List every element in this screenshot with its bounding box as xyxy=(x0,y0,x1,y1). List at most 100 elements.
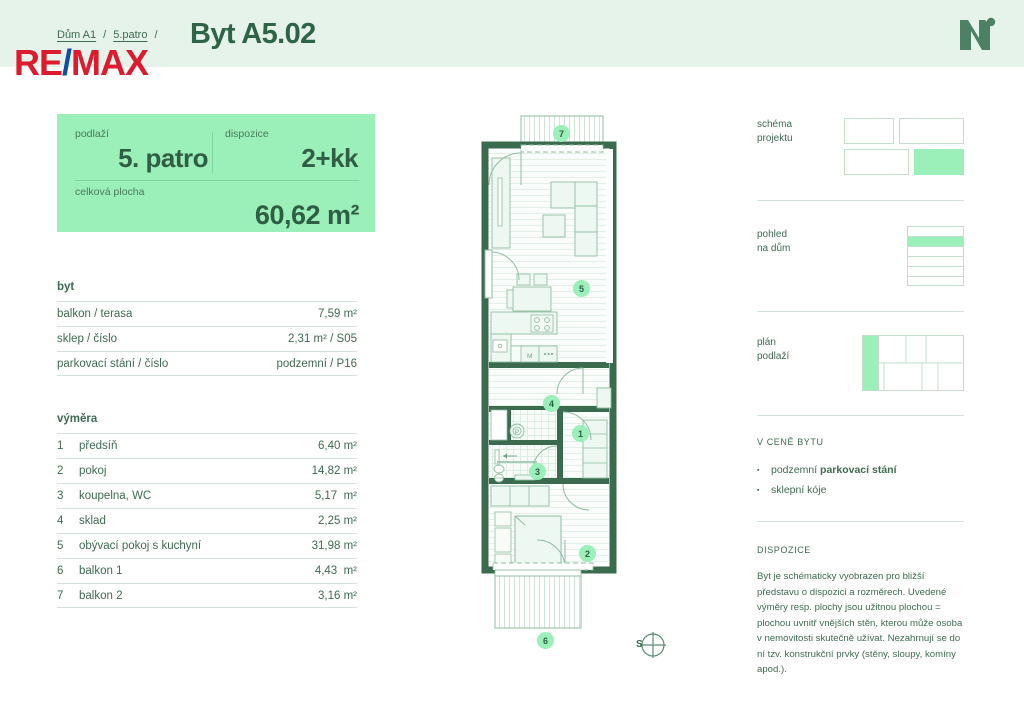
summary-layout-value: 2+kk xyxy=(301,143,358,173)
row-value: 6,40 m² xyxy=(318,440,357,452)
row-number: 2 xyxy=(57,465,64,477)
scheme-label-line2: projektu xyxy=(757,132,793,144)
row-label: obývací pokoj s kuchyní xyxy=(79,540,202,552)
developer-logo-icon xyxy=(958,17,996,56)
area-table: výměra 1 předsíň 6,40 m² 2 pokoj 14,82 m² 3 kou… xyxy=(57,413,357,608)
table-row: 1 předsíň 6,40 m² xyxy=(57,433,357,458)
included-list: podzemní parkovací stánísklepní kóje xyxy=(757,461,964,501)
scheme-block-2[interactable] xyxy=(899,118,964,144)
breadcrumb-separator-1: / xyxy=(103,29,107,41)
row-value: 2,31 m² / S05 xyxy=(287,333,357,345)
remax-logo-max: MAX xyxy=(71,42,149,83)
summary-floor: podlaží 5. patro xyxy=(75,128,209,174)
unit-table-body: balkon / terasa 7,59 m² sklep / číslo 2,31 … xyxy=(57,301,357,376)
summary-floor-value: 5. patro xyxy=(118,143,208,173)
scheme-block-3[interactable] xyxy=(844,149,909,175)
row-number: 3 xyxy=(57,490,64,502)
header-band xyxy=(0,0,1024,67)
row-number: 1 xyxy=(57,440,64,452)
row-number: 5 xyxy=(57,540,64,552)
row-value: 4,43 m² xyxy=(314,565,357,577)
row-label: předsíň xyxy=(79,440,118,452)
summary-total-label: celková plocha xyxy=(75,186,145,198)
row-number: 6 xyxy=(57,565,64,577)
row-label: balkon 1 xyxy=(79,565,123,577)
scheme-label-line1: schéma xyxy=(757,119,793,130)
row-label: pokoj xyxy=(79,465,107,477)
unit-table: byt balkon / terasa 7,59 m² sklep / číslo 2… xyxy=(57,281,357,376)
elevation-floor-row[interactable] xyxy=(907,236,964,246)
row-label: sklad xyxy=(79,515,106,527)
breadcrumb: Dům A1 / 5.patro / xyxy=(57,29,165,41)
elevation-floor-row[interactable] xyxy=(907,246,964,256)
table-row: 3 koupelna, WC 5,17 m² xyxy=(57,483,357,508)
area-table-body: 1 předsíň 6,40 m² 2 pokoj 14,82 m² 3 koupelna, … xyxy=(57,433,357,608)
summary-vertical-divider xyxy=(212,132,213,174)
row-value: 31,98 m² xyxy=(311,540,357,552)
table-row: 7 balkon 2 3,16 m² xyxy=(57,583,357,608)
breadcrumb-house[interactable]: Dům A1 xyxy=(57,29,97,41)
scheme-diagram xyxy=(757,118,964,180)
disposition-body: Byt je schématicky vyobrazen pro bližší … xyxy=(757,571,963,676)
summary-layout: dispozice 2+kk xyxy=(225,128,359,174)
disposition-heading: DISPOZICE xyxy=(757,545,811,555)
included-section: V CENĚ BYTU podzemní parkovací stánískle… xyxy=(757,437,964,501)
table-row: 6 balkon 1 4,43 m² xyxy=(57,558,357,583)
elevation-floor-row[interactable] xyxy=(907,256,964,266)
room-badge: 6 xyxy=(537,632,554,649)
room-badge: 7 xyxy=(553,125,570,142)
row-label: sklep / číslo xyxy=(57,333,118,345)
disposition-section: DISPOZICE Byt je schématicky vyobrazen p… xyxy=(757,545,964,678)
remax-logo: RE/MAX xyxy=(14,42,149,83)
breadcrumb-floor[interactable]: 5.patro xyxy=(113,29,148,41)
area-table-heading: výměra xyxy=(57,413,98,425)
summary-floor-label: podlaží xyxy=(75,128,109,140)
table-row: balkon / terasa 7,59 m² xyxy=(57,301,357,326)
svg-text:P: P xyxy=(515,430,519,436)
summary-total-area: celková plocha 60,62 m² xyxy=(75,186,360,231)
row-number: 4 xyxy=(57,515,64,527)
room-badge: 2 xyxy=(579,545,596,562)
remax-logo-slash: / xyxy=(62,42,72,83)
room-badge: 5 xyxy=(573,280,590,297)
divider-elevation xyxy=(757,311,964,312)
elevation-label-line1: pohled xyxy=(757,229,788,240)
table-row: sklep / číslo 2,31 m² / S05 xyxy=(57,326,357,351)
elevation-label: pohled na dům xyxy=(757,228,790,255)
scheme-label: schéma projektu xyxy=(757,118,793,145)
summary-total-value: 60,62 m² xyxy=(254,200,360,230)
compass-north-label: S xyxy=(636,639,643,650)
divider-included xyxy=(757,521,964,522)
room-badge: 3 xyxy=(529,463,546,480)
table-row: 5 obývací pokoj s kuchyní 31,98 m² xyxy=(57,533,357,558)
summary-horizontal-divider xyxy=(75,180,359,181)
row-value: 5,17 m² xyxy=(314,490,357,502)
row-value: 14,82 m² xyxy=(311,465,357,477)
included-heading: V CENĚ BYTU xyxy=(757,437,824,447)
floorplan-diagram[interactable] xyxy=(862,335,964,396)
row-number: 7 xyxy=(57,589,64,602)
svg-text:M: M xyxy=(527,353,532,360)
elevation-floor-row[interactable] xyxy=(907,276,964,286)
list-item: sklepní kóje xyxy=(757,481,964,501)
table-row: parkovací stání / číslo podzemní / P16 xyxy=(57,351,357,376)
room-badge: 4 xyxy=(543,395,560,412)
elevation-label-line2: na dům xyxy=(757,242,791,254)
page-title: Byt A5.02 xyxy=(190,18,316,50)
scheme-block-4-active[interactable] xyxy=(914,149,964,175)
row-label: koupelna, WC xyxy=(79,490,152,502)
table-row: 2 pokoj 14,82 m² xyxy=(57,458,357,483)
scheme-block-1[interactable] xyxy=(844,118,894,144)
remax-logo-re: RE xyxy=(14,42,63,83)
row-label: balkon / terasa xyxy=(57,308,133,320)
elevation-floor-row[interactable] xyxy=(907,266,964,276)
row-value: 7,59 m² xyxy=(318,308,357,320)
elevation-floor-row[interactable] xyxy=(907,226,964,236)
elevation-diagram xyxy=(907,226,964,286)
breadcrumb-separator-2: / xyxy=(154,29,158,41)
summary-layout-label: dispozice xyxy=(225,128,269,140)
row-label: parkovací stání / číslo xyxy=(57,357,169,370)
divider-scheme xyxy=(757,200,964,201)
row-label: balkon 2 xyxy=(79,589,123,602)
